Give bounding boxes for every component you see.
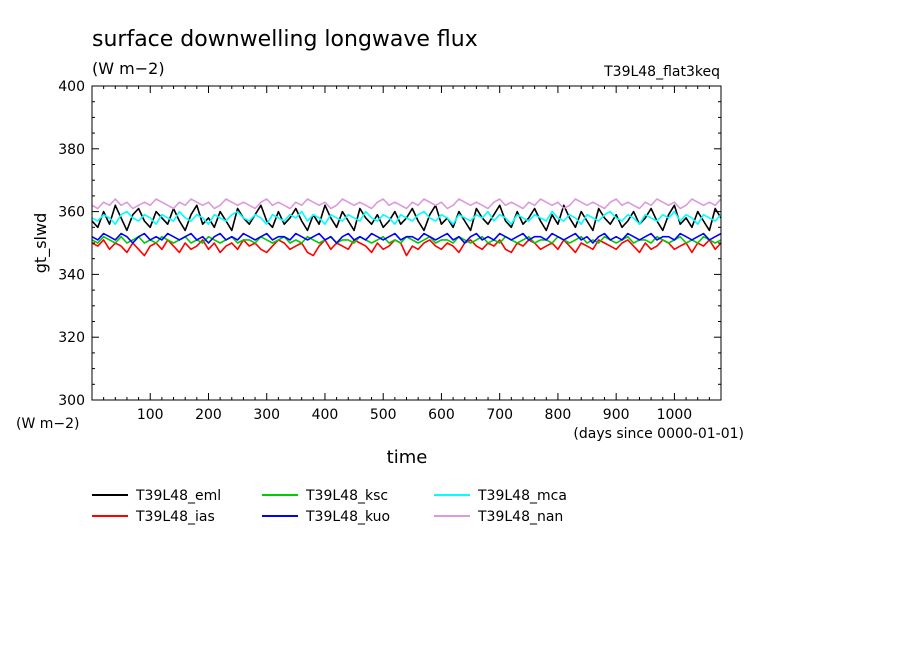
y-tick-label: 400	[58, 79, 85, 95]
x-tick-label: 300	[253, 407, 280, 423]
y-tick-label: 360	[58, 205, 85, 221]
plot-frame	[91, 85, 722, 401]
plot-area: 100 200 300 400 500 600 700 800 900 1000 300 320 340…	[58, 79, 722, 423]
x-tick-label: 700	[486, 407, 513, 423]
y-tick-label: 300	[58, 393, 85, 409]
series-line-T39L48_kuo	[92, 232, 721, 244]
series-line-T39L48_ias	[92, 239, 721, 257]
legend-label: T39L48_ksc	[305, 488, 388, 504]
y-axis-label: gt_slwd	[31, 213, 51, 273]
ticks-group: 100 200 300 400 500 600 700 800 900 1000 300 320 340…	[58, 79, 721, 423]
experiment-label: T39L48_flat3keq	[603, 64, 720, 80]
x-tick-label: 200	[195, 407, 222, 423]
series-line-T39L48_mca	[92, 210, 721, 225]
legend-label: T39L48_nan	[477, 509, 563, 525]
chart-title: surface downwelling longwave flux	[92, 27, 478, 52]
x-tick-label: 800	[545, 407, 572, 423]
x-axis-label: time	[387, 447, 428, 468]
legend-label: T39L48_ias	[135, 509, 215, 525]
x-tick-label: 500	[370, 407, 397, 423]
y-tick-label: 340	[58, 267, 85, 283]
legend-label: T39L48_kuo	[305, 509, 390, 525]
series-line-T39L48_nan	[92, 198, 721, 210]
series-group	[92, 198, 721, 257]
x-tick-label: 1000	[657, 407, 693, 423]
legend-label: T39L48_eml	[135, 488, 221, 504]
y-tick-label: 380	[58, 142, 85, 158]
x-tick-label: 600	[428, 407, 455, 423]
x-tick-label: 400	[312, 407, 339, 423]
x-axis-units: (days since 0000-01-01)	[573, 426, 744, 442]
legend-label: T39L48_mca	[477, 488, 567, 504]
y-tick-label: 320	[58, 330, 85, 346]
chart-units: (W m−2)	[92, 59, 165, 78]
x-tick-label: 100	[137, 407, 164, 423]
y-axis-units: (W m−2)	[16, 416, 80, 432]
x-tick-label: 900	[603, 407, 630, 423]
legend: T39L48_eml T39L48_ias T39L48_ksc T39L48_kuo…	[92, 488, 567, 525]
